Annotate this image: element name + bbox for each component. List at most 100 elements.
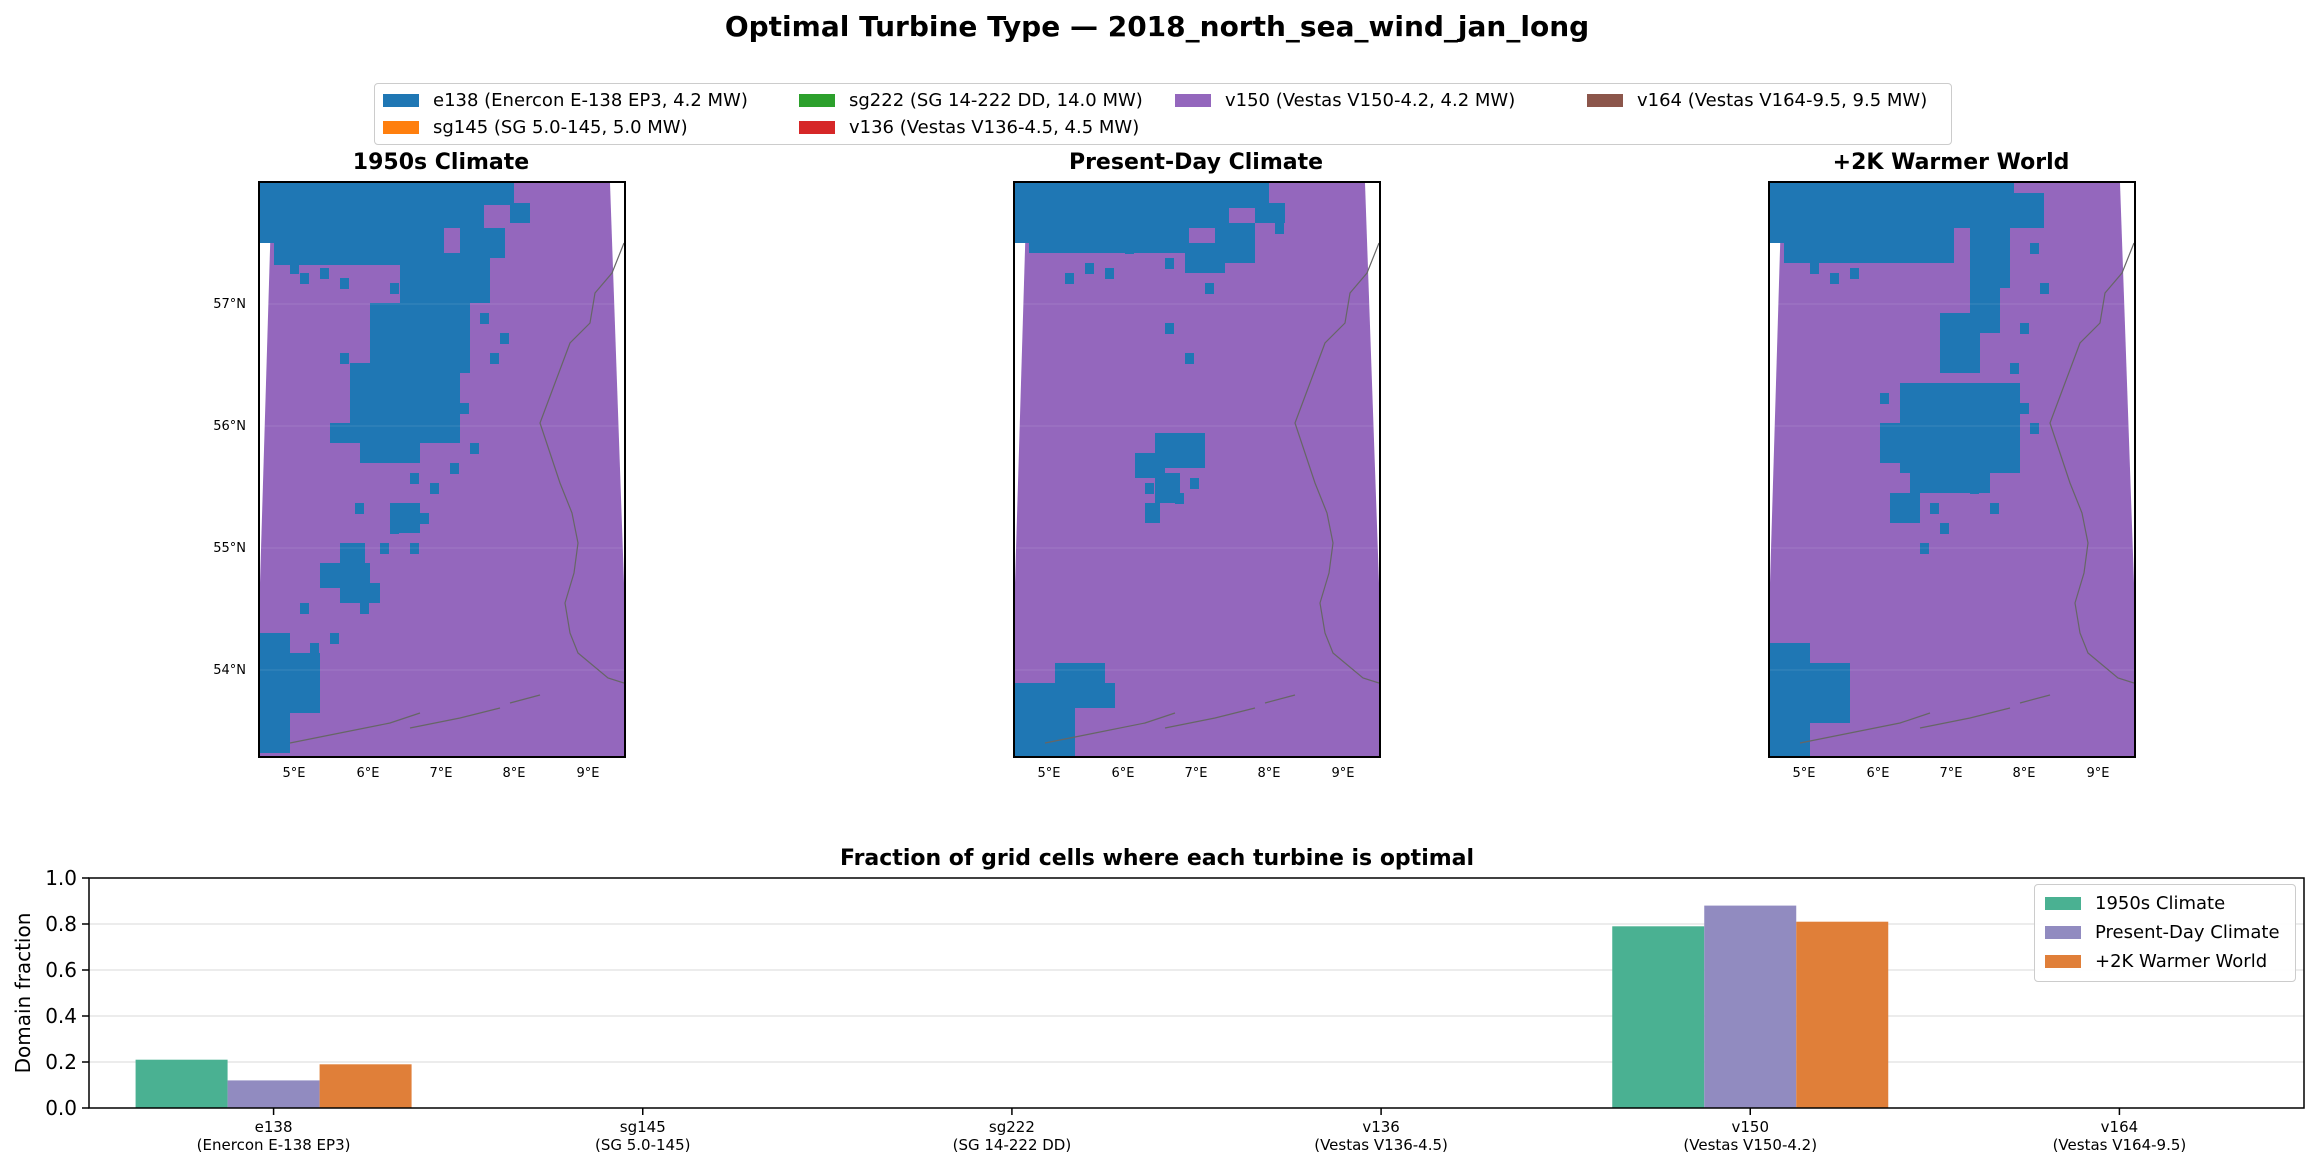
- lon-label-6e: 6°E: [1111, 766, 1135, 781]
- map-raster: [1015, 183, 1379, 756]
- bar-legend-swatch-plus2k: [2045, 955, 2081, 968]
- legend-swatch-v136: [799, 121, 835, 134]
- island-coastline: [289, 712, 421, 744]
- e138-cell: [410, 543, 419, 554]
- e138-region: [1890, 493, 1920, 523]
- e138-cell: [1165, 258, 1174, 269]
- e138-cell: [2020, 403, 2029, 414]
- e138-cell: [355, 383, 364, 394]
- lon-label-7e: 7°E: [1939, 766, 1963, 781]
- e138-cell: [1850, 268, 1859, 279]
- lon-label-8e: 8°E: [502, 766, 526, 781]
- e138-cell: [430, 483, 439, 494]
- map-raster: [260, 183, 624, 756]
- legend-swatch-sg222: [799, 94, 835, 107]
- lon-label-9e: 9°E: [1331, 766, 1355, 781]
- e138-cell: [2000, 443, 2009, 454]
- legend-item-v150: v150 (Vestas V150-4.2, 4.2 MW): [1175, 90, 1515, 111]
- island-coastline: [509, 694, 541, 704]
- e138-cell: [330, 633, 339, 644]
- bar-legend-swatch-1950s: [2045, 897, 2081, 910]
- lon-label-5e: 5°E: [1792, 766, 1816, 781]
- e138-cell: [1185, 353, 1194, 364]
- lon-label-8e: 8°E: [1257, 766, 1281, 781]
- e138-cell: [1215, 238, 1224, 249]
- bar-e138-series-0: [135, 1059, 228, 1108]
- e138-cell: [460, 403, 469, 414]
- e138-region: [330, 423, 360, 443]
- map-title-present: Present-Day Climate: [1068, 150, 1324, 175]
- e138-region: [1784, 183, 1954, 263]
- lon-label-5e: 5°E: [1037, 766, 1061, 781]
- e138-region: [1035, 683, 1115, 708]
- y-tick-label: 0.0: [45, 1096, 77, 1120]
- e138-cell: [360, 603, 369, 614]
- e138-region: [1189, 183, 1229, 228]
- y-tick-label: 0.6: [45, 958, 77, 982]
- e138-region: [1055, 663, 1105, 683]
- e138-region: [260, 183, 280, 243]
- e138-cell: [490, 353, 499, 364]
- e138-region: [1940, 313, 1980, 373]
- lon-label-9e: 9°E: [2086, 766, 2110, 781]
- legend-label-sg222: sg222 (SG 14-222 DD, 14.0 MW): [849, 90, 1143, 111]
- e138-cell: [470, 443, 479, 454]
- e138-cell: [410, 473, 419, 484]
- coastline: [539, 242, 624, 684]
- e138-cell: [355, 503, 364, 514]
- e138-cell: [1920, 393, 1929, 404]
- bar-legend-label-plus2k: +2K Warmer World: [2095, 951, 2268, 972]
- y-tick-label: 1.0: [45, 866, 77, 890]
- e138-cell: [1275, 223, 1284, 234]
- e138-cell: [290, 263, 299, 274]
- lon-label-8e: 8°E: [2012, 766, 2036, 781]
- e138-cell: [1065, 273, 1074, 284]
- bar-legend-label-1950s: 1950s Climate: [2095, 893, 2226, 914]
- bar-legend-item-present: Present-Day Climate: [2045, 922, 2280, 943]
- bar-v150-series-2: [1796, 921, 1889, 1108]
- e138-region: [1029, 183, 1189, 253]
- e138-cell: [1840, 683, 1849, 694]
- x-tick-label-code: sg222: [989, 1118, 1035, 1136]
- legend-swatch-v164: [1587, 94, 1623, 107]
- e138-cell: [340, 353, 349, 364]
- e138-region: [300, 673, 320, 703]
- lon-label-7e: 7°E: [429, 766, 453, 781]
- island-coastline: [1919, 707, 2011, 729]
- e138-cell: [340, 278, 349, 289]
- legend-label-v164: v164 (Vestas V164-9.5, 9.5 MW): [1637, 90, 1928, 111]
- figure-title: Optimal Turbine Type — 2018_north_sea_wi…: [724, 10, 1590, 43]
- legend-swatch-v150: [1175, 94, 1211, 107]
- e138-region: [340, 583, 380, 603]
- e138-cell: [2010, 363, 2019, 374]
- island-coastline: [1044, 712, 1176, 744]
- lon-label-9e: 9°E: [576, 766, 600, 781]
- e138-cell: [2020, 323, 2029, 334]
- x-tick-label-name: (Vestas V164-9.5): [2053, 1136, 2187, 1154]
- map-present-day-climate: [1013, 181, 1381, 758]
- lon-label-7e: 7°E: [1184, 766, 1208, 781]
- coastline: [2049, 242, 2134, 684]
- x-tick-label-code: v164: [2101, 1118, 2139, 1136]
- e138-cell: [1190, 478, 1199, 489]
- lat-label-54: 54°N: [213, 663, 246, 678]
- e138-cell: [1145, 483, 1154, 494]
- e138-cell: [1205, 283, 1214, 294]
- v150-region: [1015, 183, 1379, 756]
- x-tick-label-code: v150: [1731, 1118, 1769, 1136]
- e138-region: [1770, 183, 1790, 243]
- e138-cell: [1085, 263, 1094, 274]
- island-coastline: [1164, 707, 1256, 729]
- e138-region: [1145, 503, 1160, 523]
- e138-cell: [300, 273, 309, 284]
- legend-label-sg145: sg145 (SG 5.0-145, 5.0 MW): [433, 117, 688, 138]
- island-coastline: [2019, 694, 2051, 704]
- island-coastline: [1264, 694, 1296, 704]
- e138-region: [510, 203, 530, 223]
- e138-cell: [1990, 503, 1999, 514]
- bar-legend-label-present: Present-Day Climate: [2095, 922, 2280, 943]
- e138-cell: [370, 243, 379, 254]
- bar-e138-series-2: [319, 1064, 412, 1108]
- y-tick-label: 0.8: [45, 912, 77, 936]
